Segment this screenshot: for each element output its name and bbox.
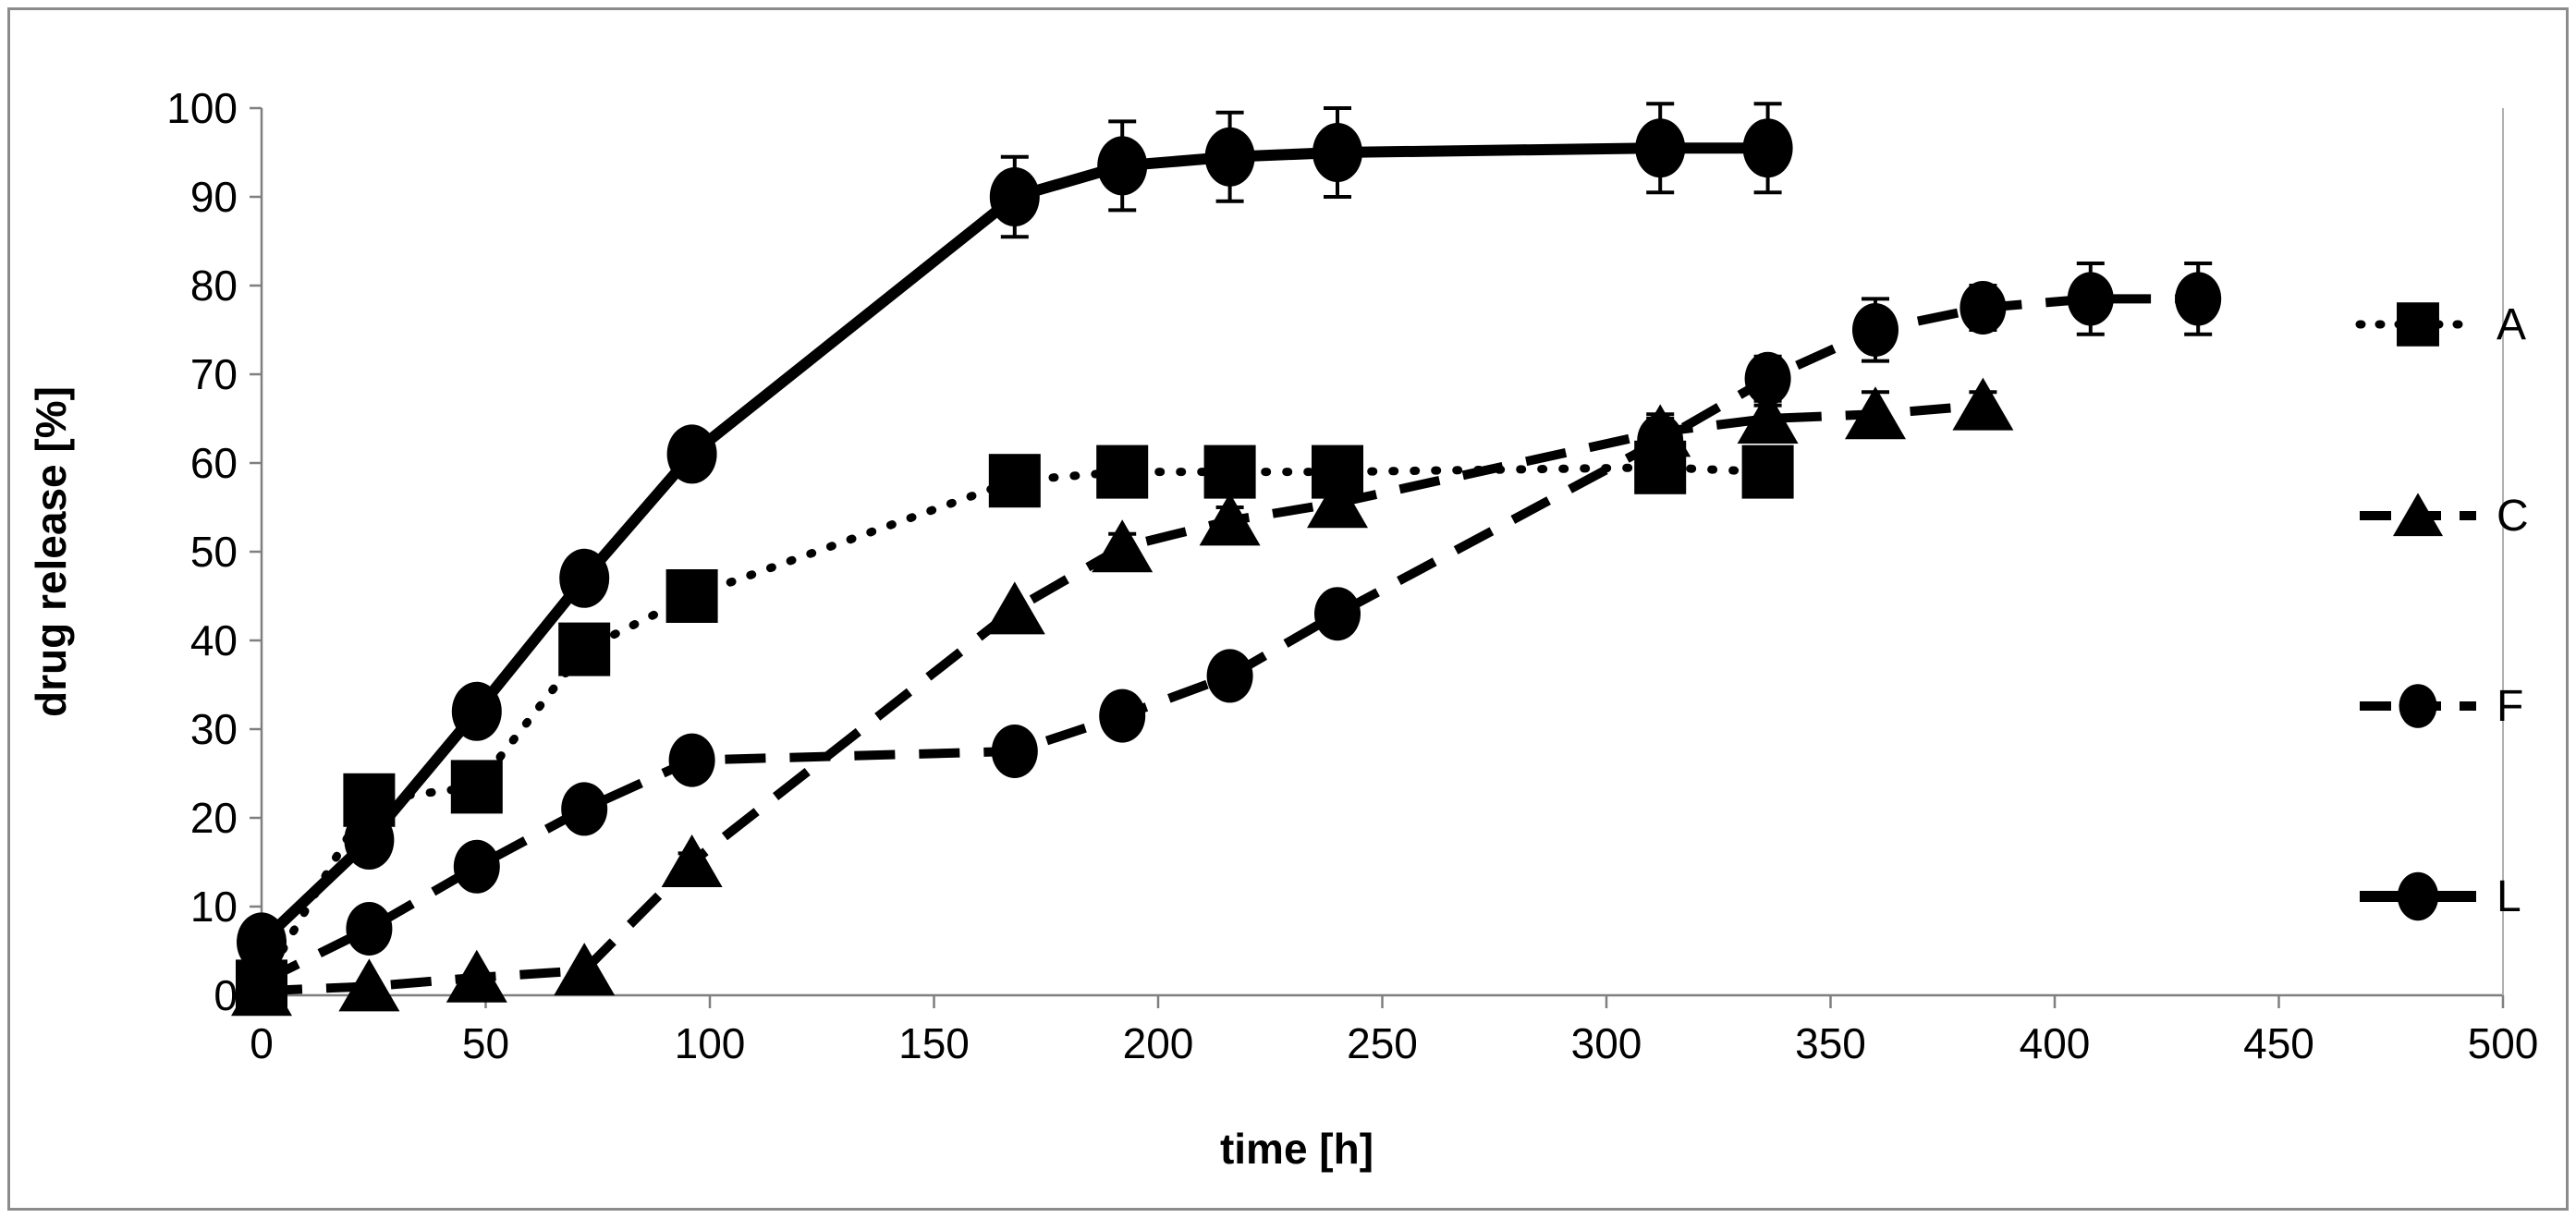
x-tick-label: 250 bbox=[1347, 1019, 1418, 1067]
circle-marker bbox=[1852, 303, 1898, 357]
x-tick-label: 350 bbox=[1795, 1019, 1866, 1067]
legend-item-C: C bbox=[2360, 492, 2529, 541]
square-marker bbox=[450, 760, 503, 814]
circle-marker bbox=[668, 733, 715, 787]
circle-marker bbox=[1312, 123, 1362, 182]
triangle-marker bbox=[2392, 493, 2444, 537]
circle-marker bbox=[991, 725, 1038, 778]
legend-label-L: L bbox=[2497, 872, 2521, 921]
series-F bbox=[238, 262, 2222, 1009]
triangle-marker bbox=[338, 958, 400, 1012]
x-tick-label: 300 bbox=[1571, 1019, 1642, 1067]
circle-marker bbox=[346, 902, 393, 956]
circle-marker bbox=[344, 810, 395, 870]
circle-marker bbox=[453, 839, 500, 894]
circle-marker bbox=[559, 548, 610, 608]
chart-svg: 0 10 20 30 40 50 60 70 80 90 100 0 50 100 150 200 250 300… bbox=[27, 84, 2538, 1173]
legend-item-F: F bbox=[2360, 682, 2523, 731]
circle-marker bbox=[666, 424, 717, 484]
triangle-marker bbox=[1092, 519, 1154, 573]
legend-group: A C F L bbox=[2355, 300, 2529, 921]
x-tick-label: 200 bbox=[1123, 1019, 1194, 1067]
circle-marker bbox=[237, 912, 287, 972]
chart-frame: 0 10 20 30 40 50 60 70 80 90 100 0 50 100 150 200 250 300… bbox=[7, 7, 2569, 1211]
x-tick-label: 0 bbox=[250, 1019, 274, 1067]
square-marker bbox=[1096, 445, 1149, 499]
y-axis-title: drug release [%] bbox=[27, 386, 75, 717]
y-tick-label: 80 bbox=[190, 262, 238, 310]
circle-marker bbox=[1314, 587, 1361, 641]
x-tick-label: 500 bbox=[2468, 1019, 2539, 1067]
series-L bbox=[237, 102, 1793, 972]
triangle-marker bbox=[1199, 493, 1261, 546]
circle-marker bbox=[989, 167, 1040, 226]
circle-marker bbox=[1204, 127, 1255, 187]
y-tick-label: 100 bbox=[166, 84, 238, 132]
circle-marker bbox=[1206, 649, 1253, 703]
circle-marker bbox=[1744, 351, 1791, 406]
circle-marker bbox=[2067, 272, 2114, 326]
x-tick-label: 400 bbox=[2020, 1019, 2091, 1067]
square-marker bbox=[558, 622, 611, 676]
legend-item-A: A bbox=[2355, 300, 2526, 349]
series-line-L bbox=[257, 142, 1768, 946]
triangle-marker bbox=[554, 943, 616, 996]
legend-label-F: F bbox=[2497, 682, 2523, 731]
x-tick-label: 50 bbox=[462, 1019, 509, 1067]
y-tick-label: 70 bbox=[190, 350, 238, 398]
y-tick-label: 40 bbox=[190, 616, 238, 664]
square-marker bbox=[1312, 445, 1363, 499]
square-marker bbox=[2397, 302, 2439, 347]
legend-item-L: L bbox=[2360, 871, 2521, 921]
circle-marker bbox=[2399, 684, 2437, 728]
x-axis-title: time [h] bbox=[1220, 1125, 1373, 1173]
triangle-marker bbox=[1307, 475, 1368, 529]
series-A bbox=[236, 440, 1794, 1014]
circle-marker bbox=[2397, 871, 2439, 921]
circle-marker bbox=[1099, 688, 1146, 743]
x-tick-label: 450 bbox=[2243, 1019, 2314, 1067]
square-marker bbox=[1203, 445, 1256, 499]
square-marker bbox=[1741, 445, 1794, 499]
legend-label-A: A bbox=[2497, 300, 2526, 349]
y-tick-label: 10 bbox=[190, 883, 238, 931]
legend-label-C: C bbox=[2497, 492, 2529, 541]
triangle-marker bbox=[1737, 391, 1799, 444]
circle-marker bbox=[1959, 281, 2007, 335]
circle-marker bbox=[1635, 118, 1686, 178]
circle-marker bbox=[561, 782, 608, 836]
y-tick-label: 50 bbox=[190, 528, 238, 576]
y-tick-label: 90 bbox=[190, 173, 238, 221]
plot-series-group bbox=[231, 102, 2222, 1017]
triangle-marker bbox=[1845, 386, 1906, 440]
circle-marker bbox=[1097, 136, 1148, 196]
x-tick-label: 100 bbox=[675, 1019, 746, 1067]
y-tick-label: 60 bbox=[190, 439, 238, 487]
square-marker bbox=[665, 569, 718, 623]
triangle-marker bbox=[1952, 377, 2014, 431]
circle-marker bbox=[1742, 118, 1793, 178]
triangle-marker bbox=[446, 949, 507, 1003]
triangle-marker bbox=[983, 581, 1045, 635]
circle-marker bbox=[2175, 272, 2222, 326]
x-tick-label: 150 bbox=[898, 1019, 970, 1067]
y-tick-label: 30 bbox=[190, 705, 238, 753]
axes-group: 0 10 20 30 40 50 60 70 80 90 100 0 50 100 150 200 250 300… bbox=[166, 84, 2538, 1067]
series-line-F bbox=[259, 294, 2199, 987]
triangle-marker bbox=[661, 834, 723, 887]
circle-marker bbox=[451, 681, 502, 741]
square-marker bbox=[988, 454, 1041, 508]
y-tick-label: 0 bbox=[214, 971, 238, 1019]
square-marker bbox=[1634, 440, 1687, 494]
y-tick-label: 20 bbox=[190, 794, 238, 842]
